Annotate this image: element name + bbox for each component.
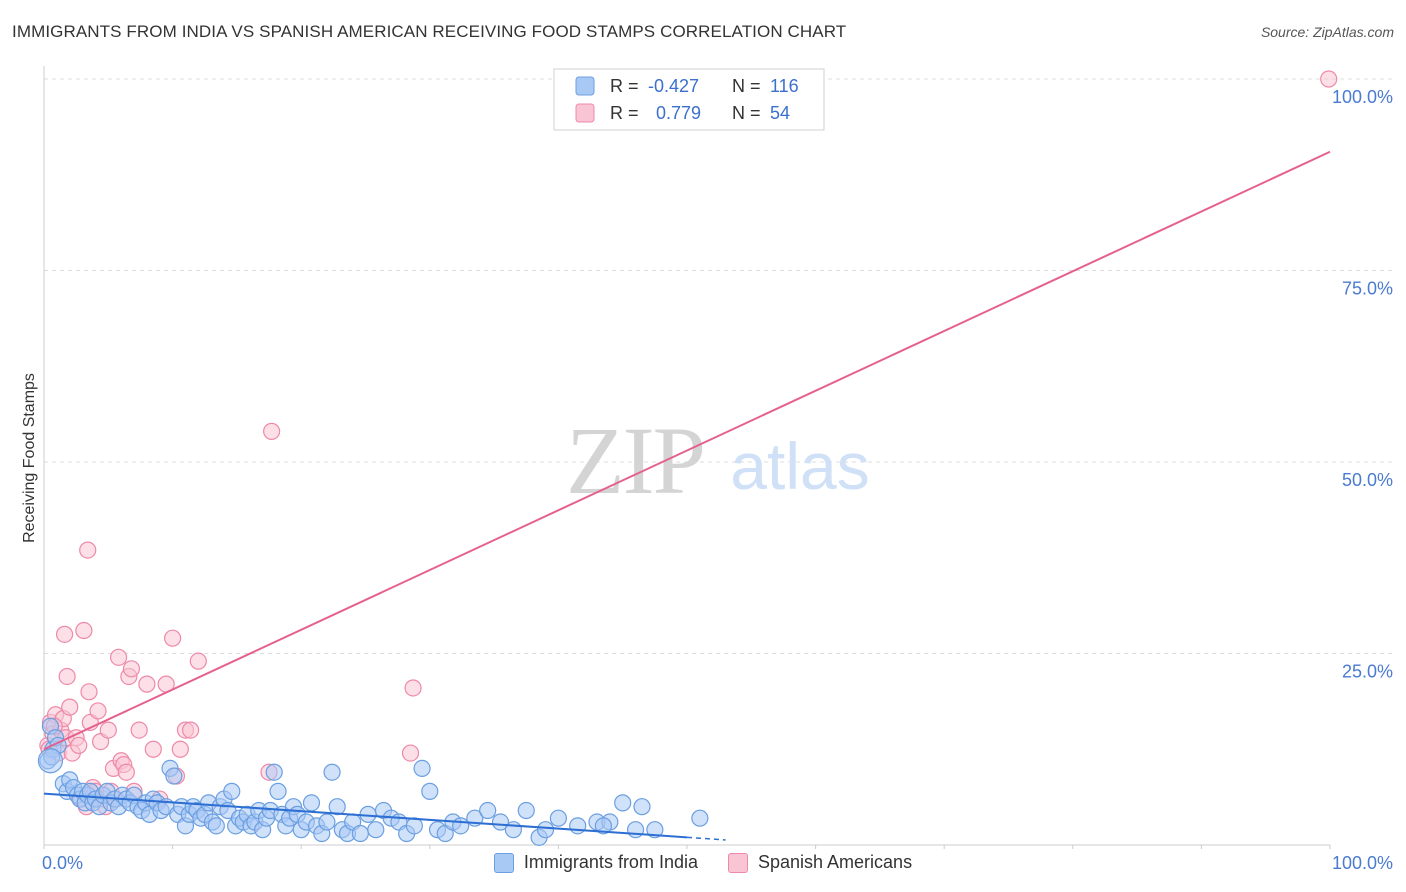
data-point-india xyxy=(328,798,346,816)
legend-bottom: Immigrants from India Spanish Americans xyxy=(0,852,1406,873)
data-point-india xyxy=(633,798,651,816)
trend-lines xyxy=(43,150,1331,841)
data-point-spanish-americans xyxy=(55,625,74,643)
data-point-india xyxy=(549,809,568,827)
data-point-india xyxy=(351,824,369,843)
legend-label-india: Immigrants from India xyxy=(523,852,698,872)
trend-line-india-extension xyxy=(686,836,726,841)
data-point-spanish-americans xyxy=(401,744,420,762)
legend-n-label: N = xyxy=(732,76,761,96)
data-point-spanish-americans xyxy=(404,679,422,697)
data-point-india xyxy=(421,782,439,800)
data-point-india xyxy=(37,748,64,774)
data-point-india xyxy=(626,821,645,839)
legend-swatch-india xyxy=(493,852,514,873)
x-tick-label: 100.0% xyxy=(1332,853,1393,873)
grid-lines xyxy=(44,78,1395,654)
data-point-india xyxy=(646,821,664,839)
legend-swatch-spanish xyxy=(575,103,595,123)
legend-swatch-india xyxy=(575,76,595,96)
y-tick-label: 100.0% xyxy=(1332,87,1393,107)
legend-n-value: 116 xyxy=(770,76,799,96)
x-tick-label: 0.0% xyxy=(42,853,83,873)
data-point-spanish-americans xyxy=(182,721,200,739)
data-point-spanish-americans xyxy=(122,660,141,678)
data-point-spanish-americans xyxy=(130,721,148,739)
data-point-spanish-americans xyxy=(109,648,128,666)
legend-n-label: N = xyxy=(732,103,761,123)
legend-top: R = -0.427 N = 116 R = 0.779 N = 54 xyxy=(553,68,825,131)
data-point-spanish-americans xyxy=(171,740,189,758)
data-point-spanish-americans xyxy=(61,698,79,716)
data-point-india xyxy=(504,821,522,839)
watermark-atlas: atlas xyxy=(730,429,869,503)
data-point-spanish-americans xyxy=(75,621,93,640)
legend-box xyxy=(553,68,825,131)
legend-item-spanish: Spanish Americans xyxy=(727,852,913,873)
legend-r-value: -0.427 xyxy=(648,76,699,96)
y-tick-label: 50.0% xyxy=(1342,470,1393,490)
data-point-spanish-americans xyxy=(117,763,135,781)
data-point-spanish-americans xyxy=(89,702,107,720)
legend-r-value: 0.779 xyxy=(656,103,701,123)
y-axis-label: Receiving Food Stamps xyxy=(21,373,38,543)
data-point-india xyxy=(479,801,497,820)
chart-title: IMMIGRANTS FROM INDIA VS SPANISH AMERICA… xyxy=(12,22,847,41)
data-point-india xyxy=(323,763,341,781)
data-point-india xyxy=(594,817,613,835)
data-point-spanish-americans xyxy=(80,683,98,701)
trend-line-spanish-americans xyxy=(43,150,1331,751)
data-point-spanish-americans xyxy=(70,736,88,755)
data-point-india xyxy=(269,782,287,800)
data-point-india xyxy=(614,794,632,812)
data-point-spanish-americans xyxy=(58,667,76,686)
legend-n-value: 54 xyxy=(770,103,790,123)
data-point-india xyxy=(165,767,183,785)
y-tick-label: 75.0% xyxy=(1342,279,1393,299)
data-point-spanish-americans xyxy=(164,629,182,647)
tick-labels: 25.0% 50.0% 75.0% 100.0% 0.0% 100.0% xyxy=(42,87,1393,873)
data-point-india xyxy=(405,817,423,835)
legend-swatch-spanish xyxy=(727,852,748,873)
data-point-spanish-americans xyxy=(79,541,97,559)
data-point-india xyxy=(302,794,321,812)
y-tick-label: 25.0% xyxy=(1342,662,1393,682)
data-point-spanish-americans xyxy=(144,740,162,758)
data-point-india xyxy=(517,801,535,820)
data-point-spanish-americans xyxy=(263,422,281,440)
trend-line-india xyxy=(43,792,688,839)
data-point-india xyxy=(691,809,709,827)
axes xyxy=(43,66,1331,849)
data-point-india xyxy=(265,763,283,781)
data-point-india xyxy=(452,817,470,835)
legend-label-spanish: Spanish Americans xyxy=(757,852,913,872)
data-point-india xyxy=(223,782,241,800)
data-point-india xyxy=(367,821,385,839)
data-point-india xyxy=(491,813,510,831)
legend-r-label: R = xyxy=(610,76,639,96)
data-point-spanish-americans xyxy=(99,721,117,739)
source-label: Source: ZipAtlas.com xyxy=(1260,24,1394,40)
legend-r-label: R = xyxy=(610,103,639,123)
data-point-india xyxy=(207,817,225,835)
legend-item-india: Immigrants from India xyxy=(493,852,698,873)
data-point-india xyxy=(318,813,336,831)
data-point-india xyxy=(413,759,431,778)
data-point-india xyxy=(569,817,587,835)
data-point-spanish-americans xyxy=(189,652,207,670)
data-point-spanish-americans xyxy=(1320,70,1338,88)
data-point-spanish-americans xyxy=(138,675,156,693)
data-point-india xyxy=(536,821,555,839)
